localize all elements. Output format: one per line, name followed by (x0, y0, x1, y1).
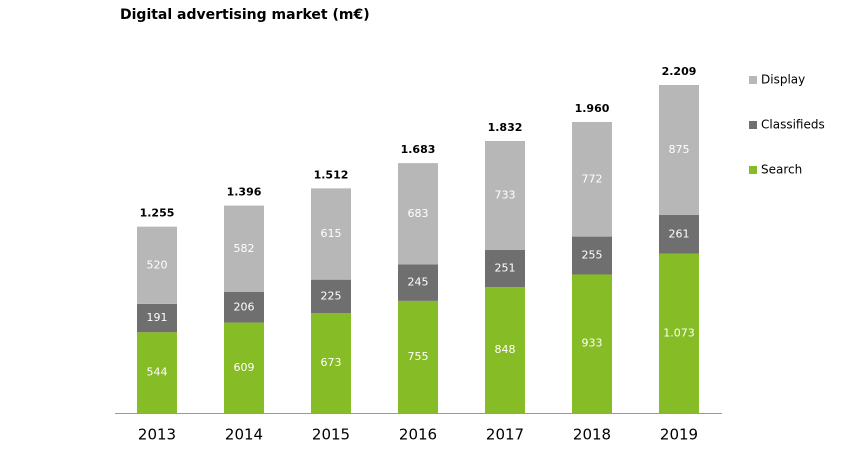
segment-label: 683 (408, 207, 429, 220)
bar-segment (311, 188, 351, 280)
total-label: 1.832 (488, 121, 523, 134)
segment-label: 755 (408, 350, 429, 363)
bar-segment (572, 121, 612, 237)
bar-segment (398, 300, 438, 413)
bar-segment (572, 236, 612, 275)
legend-swatch (749, 76, 757, 84)
legend-label: Classifieds (761, 118, 825, 132)
bar-segment (398, 264, 438, 301)
bar-segment (311, 279, 351, 314)
bar-segment (485, 287, 525, 413)
bar-segment (659, 85, 699, 215)
bar-segment (398, 163, 438, 265)
bar-segment (572, 274, 612, 413)
chart-title: Digital advertising market (m€) (120, 7, 370, 23)
bar-segment (137, 303, 177, 333)
segment-label: 733 (495, 188, 516, 201)
segment-label: 520 (147, 258, 168, 271)
x-tick-label: 2015 (312, 426, 350, 444)
bar-segment (224, 291, 264, 323)
total-label: 2.209 (662, 65, 697, 78)
legend-label: Search (761, 163, 802, 177)
segment-label: 544 (147, 366, 168, 379)
x-tick-label: 2019 (660, 426, 698, 444)
segment-label: 255 (582, 249, 603, 262)
bar-segment (311, 313, 351, 413)
segment-label: 245 (408, 276, 429, 289)
segment-label: 848 (495, 343, 516, 356)
x-tick-label: 2014 (225, 426, 263, 444)
segment-label: 206 (234, 300, 255, 313)
x-tick-label: 2013 (138, 426, 176, 444)
segment-label: 225 (321, 289, 342, 302)
segment-label: 609 (234, 361, 255, 374)
total-label: 1.960 (575, 102, 610, 115)
legend-label: Display (761, 73, 805, 87)
segment-label: 875 (669, 143, 690, 156)
segment-label: 191 (147, 311, 168, 324)
bar-segment (224, 205, 264, 292)
segment-label: 772 (582, 172, 603, 185)
bar-segment (659, 214, 699, 254)
bar-segment (485, 249, 525, 288)
total-label: 1.255 (140, 207, 175, 220)
segment-label: 933 (582, 337, 603, 350)
x-tick-label: 2017 (486, 426, 524, 444)
total-label: 1.683 (401, 143, 436, 156)
segment-label: 251 (495, 261, 516, 274)
total-label: 1.512 (314, 168, 349, 181)
segment-label: 261 (669, 227, 690, 240)
legend-swatch (749, 121, 757, 129)
segment-label: 1.073 (663, 326, 695, 339)
bar-segment (485, 140, 525, 250)
legend-swatch (749, 166, 757, 174)
segment-label: 673 (321, 356, 342, 369)
x-tick-label: 2016 (399, 426, 437, 444)
bar-segment (659, 253, 699, 413)
segment-label: 582 (234, 242, 255, 255)
x-tick-label: 2018 (573, 426, 611, 444)
bar-segment (224, 322, 264, 413)
bar-segment (137, 332, 177, 413)
total-label: 1.396 (227, 186, 262, 199)
segment-label: 615 (321, 227, 342, 240)
bar-segment (137, 226, 177, 304)
